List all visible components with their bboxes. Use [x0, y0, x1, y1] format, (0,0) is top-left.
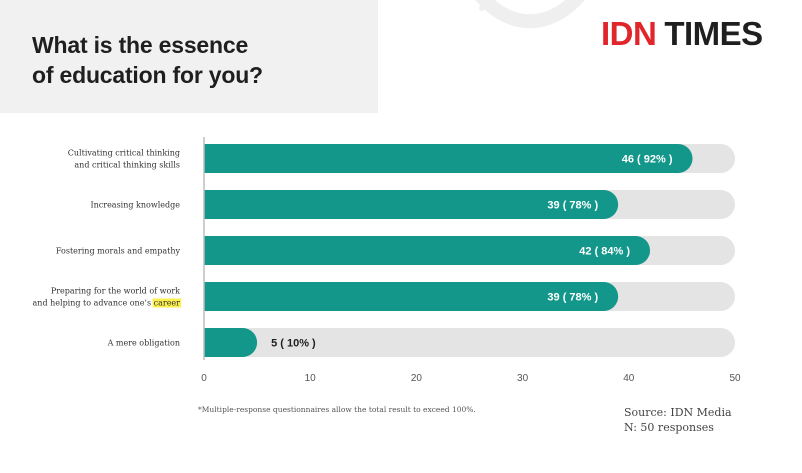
logo-idn-text: IDN: [601, 15, 657, 52]
bar: [204, 190, 619, 219]
logo-times-text: TIMES: [664, 15, 763, 52]
category-label: Cultivating critical thinking: [68, 149, 180, 158]
category-label: Fostering morals and empathy: [56, 247, 181, 256]
data-label: 39 ( 78% ): [547, 200, 598, 212]
title-panel: [0, 0, 378, 113]
bar: [204, 144, 693, 173]
x-tick-label: 20: [411, 373, 423, 384]
x-tick-label: 30: [517, 373, 529, 384]
highlighted-word: career: [154, 299, 181, 308]
source-note: Source: IDN Media N: 50 responses: [624, 405, 732, 435]
bar: [204, 236, 651, 265]
data-label: 5 ( 10% ): [271, 338, 316, 350]
data-label: 42 ( 84% ): [579, 246, 630, 258]
x-tick-label: 0: [201, 373, 207, 384]
chart-title: What is the essence of education for you…: [32, 30, 263, 90]
footnote: *Multiple-response questionnaires allow …: [198, 405, 476, 414]
data-label: 46 ( 92% ): [622, 154, 673, 166]
category-label: Preparing for the world of work: [51, 287, 180, 296]
sample-size-line: N: 50 responses: [624, 421, 714, 434]
bar: [204, 328, 258, 357]
x-tick-label: 10: [305, 373, 317, 384]
category-label: and critical thinking skills: [74, 161, 180, 170]
highlight-marker: [152, 298, 182, 308]
source-line: Source: IDN Media: [624, 406, 732, 419]
category-label: and helping to advance one’s career: [33, 299, 181, 308]
x-tick-label: 40: [623, 373, 635, 384]
idn-times-logo: IDN TIMES: [601, 16, 763, 52]
bar-track: [204, 328, 735, 357]
chart-title-line-2: of education for you?: [32, 62, 263, 88]
chart-title-line-1: What is the essence: [32, 32, 249, 58]
x-tick-label: 50: [729, 373, 741, 384]
category-label: A mere obligation: [107, 339, 180, 348]
category-label: Increasing knowledge: [90, 201, 180, 210]
bar: [204, 282, 619, 311]
data-label: 39 ( 78% ): [547, 292, 598, 304]
decorative-swirl: [475, 0, 585, 29]
